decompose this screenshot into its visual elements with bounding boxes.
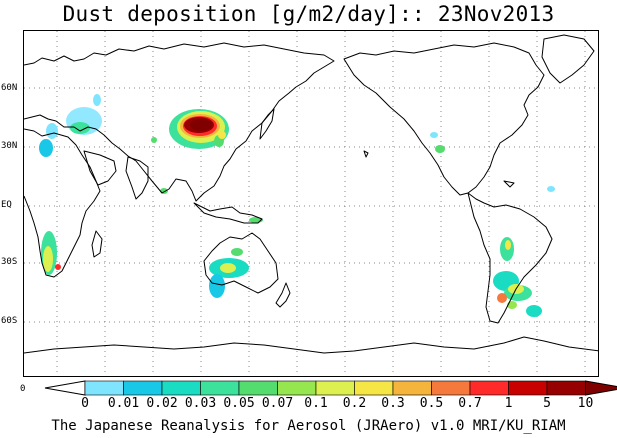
map-plot-area (23, 30, 599, 377)
colorbar-cell (546, 380, 586, 396)
colorbar-label: 1 (504, 396, 513, 411)
colorbar-cell (431, 380, 471, 396)
dust-region-middle-east (39, 94, 168, 194)
colorbar-label: 0.01 (107, 396, 140, 411)
colorbar-label: 0.02 (146, 396, 178, 411)
world-map (24, 31, 598, 376)
colorbar-cell (123, 380, 163, 396)
colorbar-triangle-low (44, 380, 86, 396)
corner-label-left: 0 (20, 384, 26, 394)
coastlines (24, 34, 598, 354)
colorbar-cell (84, 380, 124, 396)
lat-label-60n: 60N (1, 83, 18, 93)
colorbar-cell (315, 380, 355, 396)
colorbar-cell (469, 380, 509, 396)
dust-region-taklimakan (169, 109, 229, 149)
colorbar-label: 0.3 (381, 396, 405, 411)
dust-region-southern-africa (41, 231, 61, 275)
map-title: Dust deposition [g/m2/day]:: 23Nov2013 (62, 2, 555, 26)
colorbar-label: 10 (577, 396, 594, 411)
lat-label-30n: 30N (1, 141, 18, 151)
colorbar-label: 5 (543, 396, 551, 411)
lat-label-60s: 60S (1, 316, 18, 326)
colorbar-triangle-high (585, 380, 617, 396)
colorbar-label: 0.07 (261, 396, 294, 411)
colorbar-label: 0.5 (419, 396, 444, 411)
colorbar-label: 0.05 (223, 396, 255, 411)
footer-credit: The Japanese Reanalysis for Aerosol (JRA… (51, 418, 566, 434)
dust-region-patagonia (493, 237, 542, 317)
colorbar-cell (392, 380, 432, 396)
colorbar-cell (161, 380, 201, 396)
dust-region-north-america (430, 132, 555, 192)
colorbar-cell (277, 380, 317, 396)
lat-label-30s: 30S (1, 257, 18, 267)
dust-deposition-shading (39, 94, 555, 317)
map-gridlines (24, 31, 598, 376)
colorbar-label: 0.1 (304, 396, 328, 411)
colorbar-cells (44, 380, 617, 396)
lat-label-eq: EQ (1, 200, 12, 210)
colorbar-label: 0.2 (342, 396, 367, 411)
colorbar-label: 0.7 (458, 396, 482, 411)
colorbar-cell (508, 380, 548, 396)
colorbar-cell (200, 380, 240, 396)
colorbar-cell (354, 380, 394, 396)
colorbar-label: 0.03 (184, 396, 217, 411)
colorbar (44, 380, 617, 396)
colorbar-label: 0 (81, 396, 89, 411)
dust-region-australia (209, 217, 263, 298)
colorbar-cell (238, 380, 278, 396)
